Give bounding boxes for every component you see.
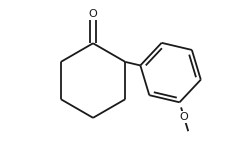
- Text: O: O: [89, 9, 98, 19]
- Text: O: O: [180, 112, 188, 122]
